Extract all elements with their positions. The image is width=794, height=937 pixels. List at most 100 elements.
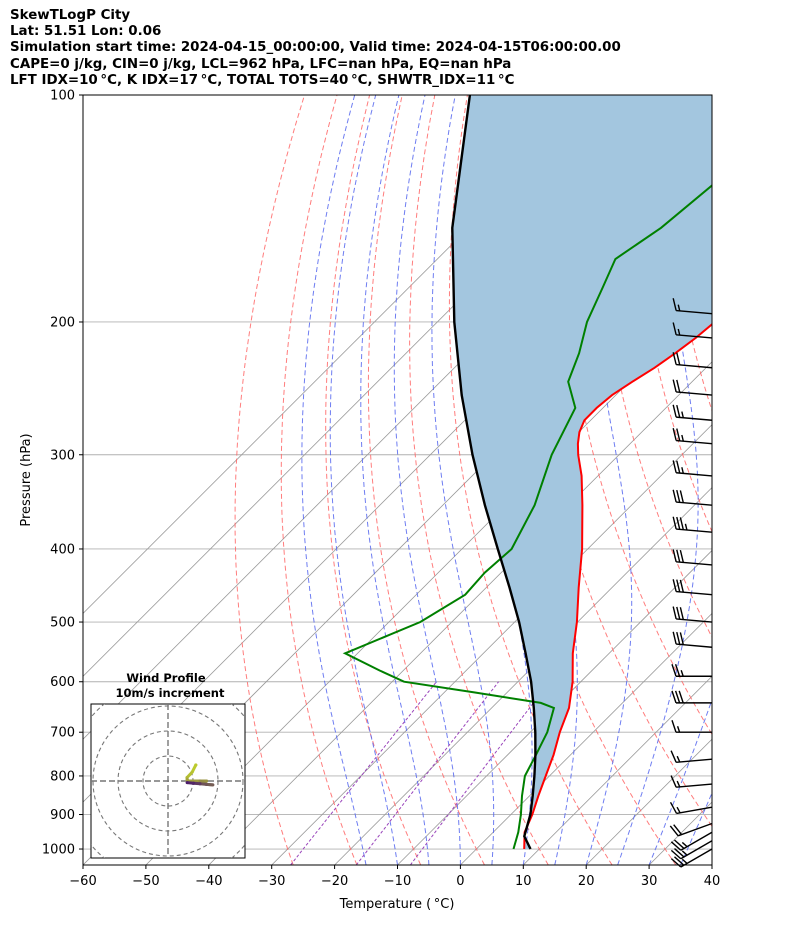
dry-adiabat xyxy=(448,95,613,865)
y-tick-label: 500 xyxy=(50,616,75,631)
x-tick-label: 0 xyxy=(456,874,464,889)
wind-barb xyxy=(672,631,713,648)
barb-flag xyxy=(672,631,677,645)
wind-barb xyxy=(672,516,713,533)
x-tick-label: 20 xyxy=(578,874,595,889)
wind-barb xyxy=(669,822,713,837)
moist-adiabat xyxy=(329,95,398,865)
barb-half-flag xyxy=(681,850,688,856)
barb-flag xyxy=(669,825,679,837)
barb-flag xyxy=(671,664,677,677)
wind-barb xyxy=(672,460,713,477)
x-ticks: −60 −50 −40 −30 −20 −10 0 10 20 30 40 xyxy=(69,865,720,889)
profile-lines xyxy=(342,95,712,850)
barb-flag xyxy=(672,579,677,592)
moist-adiabat xyxy=(301,95,367,865)
barb-flag xyxy=(674,848,685,858)
wind-barb xyxy=(672,489,713,506)
barb-half-flag xyxy=(681,858,688,864)
barb-flag xyxy=(676,489,681,503)
barb-flag xyxy=(676,404,681,418)
wind-barb xyxy=(670,848,713,868)
barb-flag xyxy=(672,516,677,530)
chart-header: SkewTLogP City Lat: 51.51 Lon: 0.06 Simu… xyxy=(10,8,621,89)
parcel-path xyxy=(451,95,537,850)
mixing-ratio-line xyxy=(355,681,499,865)
barb-shaft xyxy=(676,472,713,477)
barb-shaft xyxy=(676,783,713,788)
barb-half-flag xyxy=(676,755,681,763)
barb-flag xyxy=(672,379,677,393)
barb-flag xyxy=(679,579,684,593)
barb-half-flag xyxy=(677,328,681,336)
barb-flag xyxy=(679,607,684,620)
dry-adiabat xyxy=(325,95,422,865)
wind-barb xyxy=(672,579,713,596)
barb-flag xyxy=(672,322,677,335)
barb-flag xyxy=(676,379,681,393)
barb-shaft xyxy=(680,840,713,860)
barb-flag xyxy=(679,549,684,563)
barb-flag xyxy=(676,549,681,563)
dry-adiabat xyxy=(761,95,794,865)
barb-shaft xyxy=(676,528,713,533)
index-line: LFT IDX=10 °C, K IDX=17 °C, TOTAL TOTS=4… xyxy=(10,72,515,88)
barb-half-flag xyxy=(680,670,684,677)
barb-half-flag xyxy=(681,434,684,442)
barb-half-flag xyxy=(681,467,684,474)
wind-barb xyxy=(672,549,713,566)
moist-adiabat xyxy=(360,95,430,865)
barb-flag xyxy=(676,516,681,530)
temperature-line xyxy=(523,322,712,850)
barb-shaft xyxy=(676,501,713,506)
barb-flag xyxy=(671,720,677,733)
isotherm-line xyxy=(397,549,712,865)
mixing-ratio-line xyxy=(290,681,437,865)
x-tick-label: −50 xyxy=(132,874,159,889)
barb-flag xyxy=(670,849,682,860)
barb-flag xyxy=(672,489,677,503)
barb-flag xyxy=(672,428,677,441)
barb-shaft xyxy=(677,822,713,837)
moist-adiabat xyxy=(711,863,712,865)
isotherm-line xyxy=(460,612,712,865)
barb-flag xyxy=(679,517,684,530)
dry-adiabat xyxy=(367,95,485,865)
y-tick-label: 300 xyxy=(50,448,75,463)
chart-title: SkewTLogP City xyxy=(10,8,131,23)
wind-barb xyxy=(670,831,713,851)
barb-flag xyxy=(670,841,682,851)
barb-flag xyxy=(672,549,677,562)
barb-shaft xyxy=(676,416,713,421)
barb-flag xyxy=(669,801,678,814)
barb-half-flag xyxy=(681,411,684,418)
wind-barb xyxy=(672,379,713,396)
wind-barb xyxy=(672,404,713,421)
x-tick-label: 10 xyxy=(515,874,532,889)
barb-shaft xyxy=(676,806,713,815)
wind-barb xyxy=(670,750,713,763)
barb-shaft xyxy=(676,391,713,396)
y-tick-label: 200 xyxy=(50,315,75,330)
barb-flag xyxy=(676,606,681,620)
wind-barb xyxy=(672,298,713,315)
barb-flag xyxy=(674,690,681,704)
barb-shaft xyxy=(680,831,713,851)
barb-shaft xyxy=(676,561,713,566)
dry-adiabat xyxy=(280,95,358,865)
barb-flag xyxy=(672,352,677,365)
barb-shaft xyxy=(676,590,713,596)
moist-adiabat xyxy=(431,95,495,865)
y-tick-label: 900 xyxy=(50,808,75,823)
wind-barbs xyxy=(669,298,713,868)
mixing-ratio-line xyxy=(409,681,550,865)
dry-adiabat xyxy=(595,95,712,639)
barb-flag xyxy=(672,404,677,418)
barb-shaft xyxy=(676,643,713,648)
isotherm-line xyxy=(523,675,712,865)
barb-flag xyxy=(676,352,681,366)
barb-flag xyxy=(674,839,685,849)
dry-adiabat xyxy=(662,95,712,413)
moist-adiabat xyxy=(617,95,699,865)
x-tick-label: −30 xyxy=(258,874,285,889)
